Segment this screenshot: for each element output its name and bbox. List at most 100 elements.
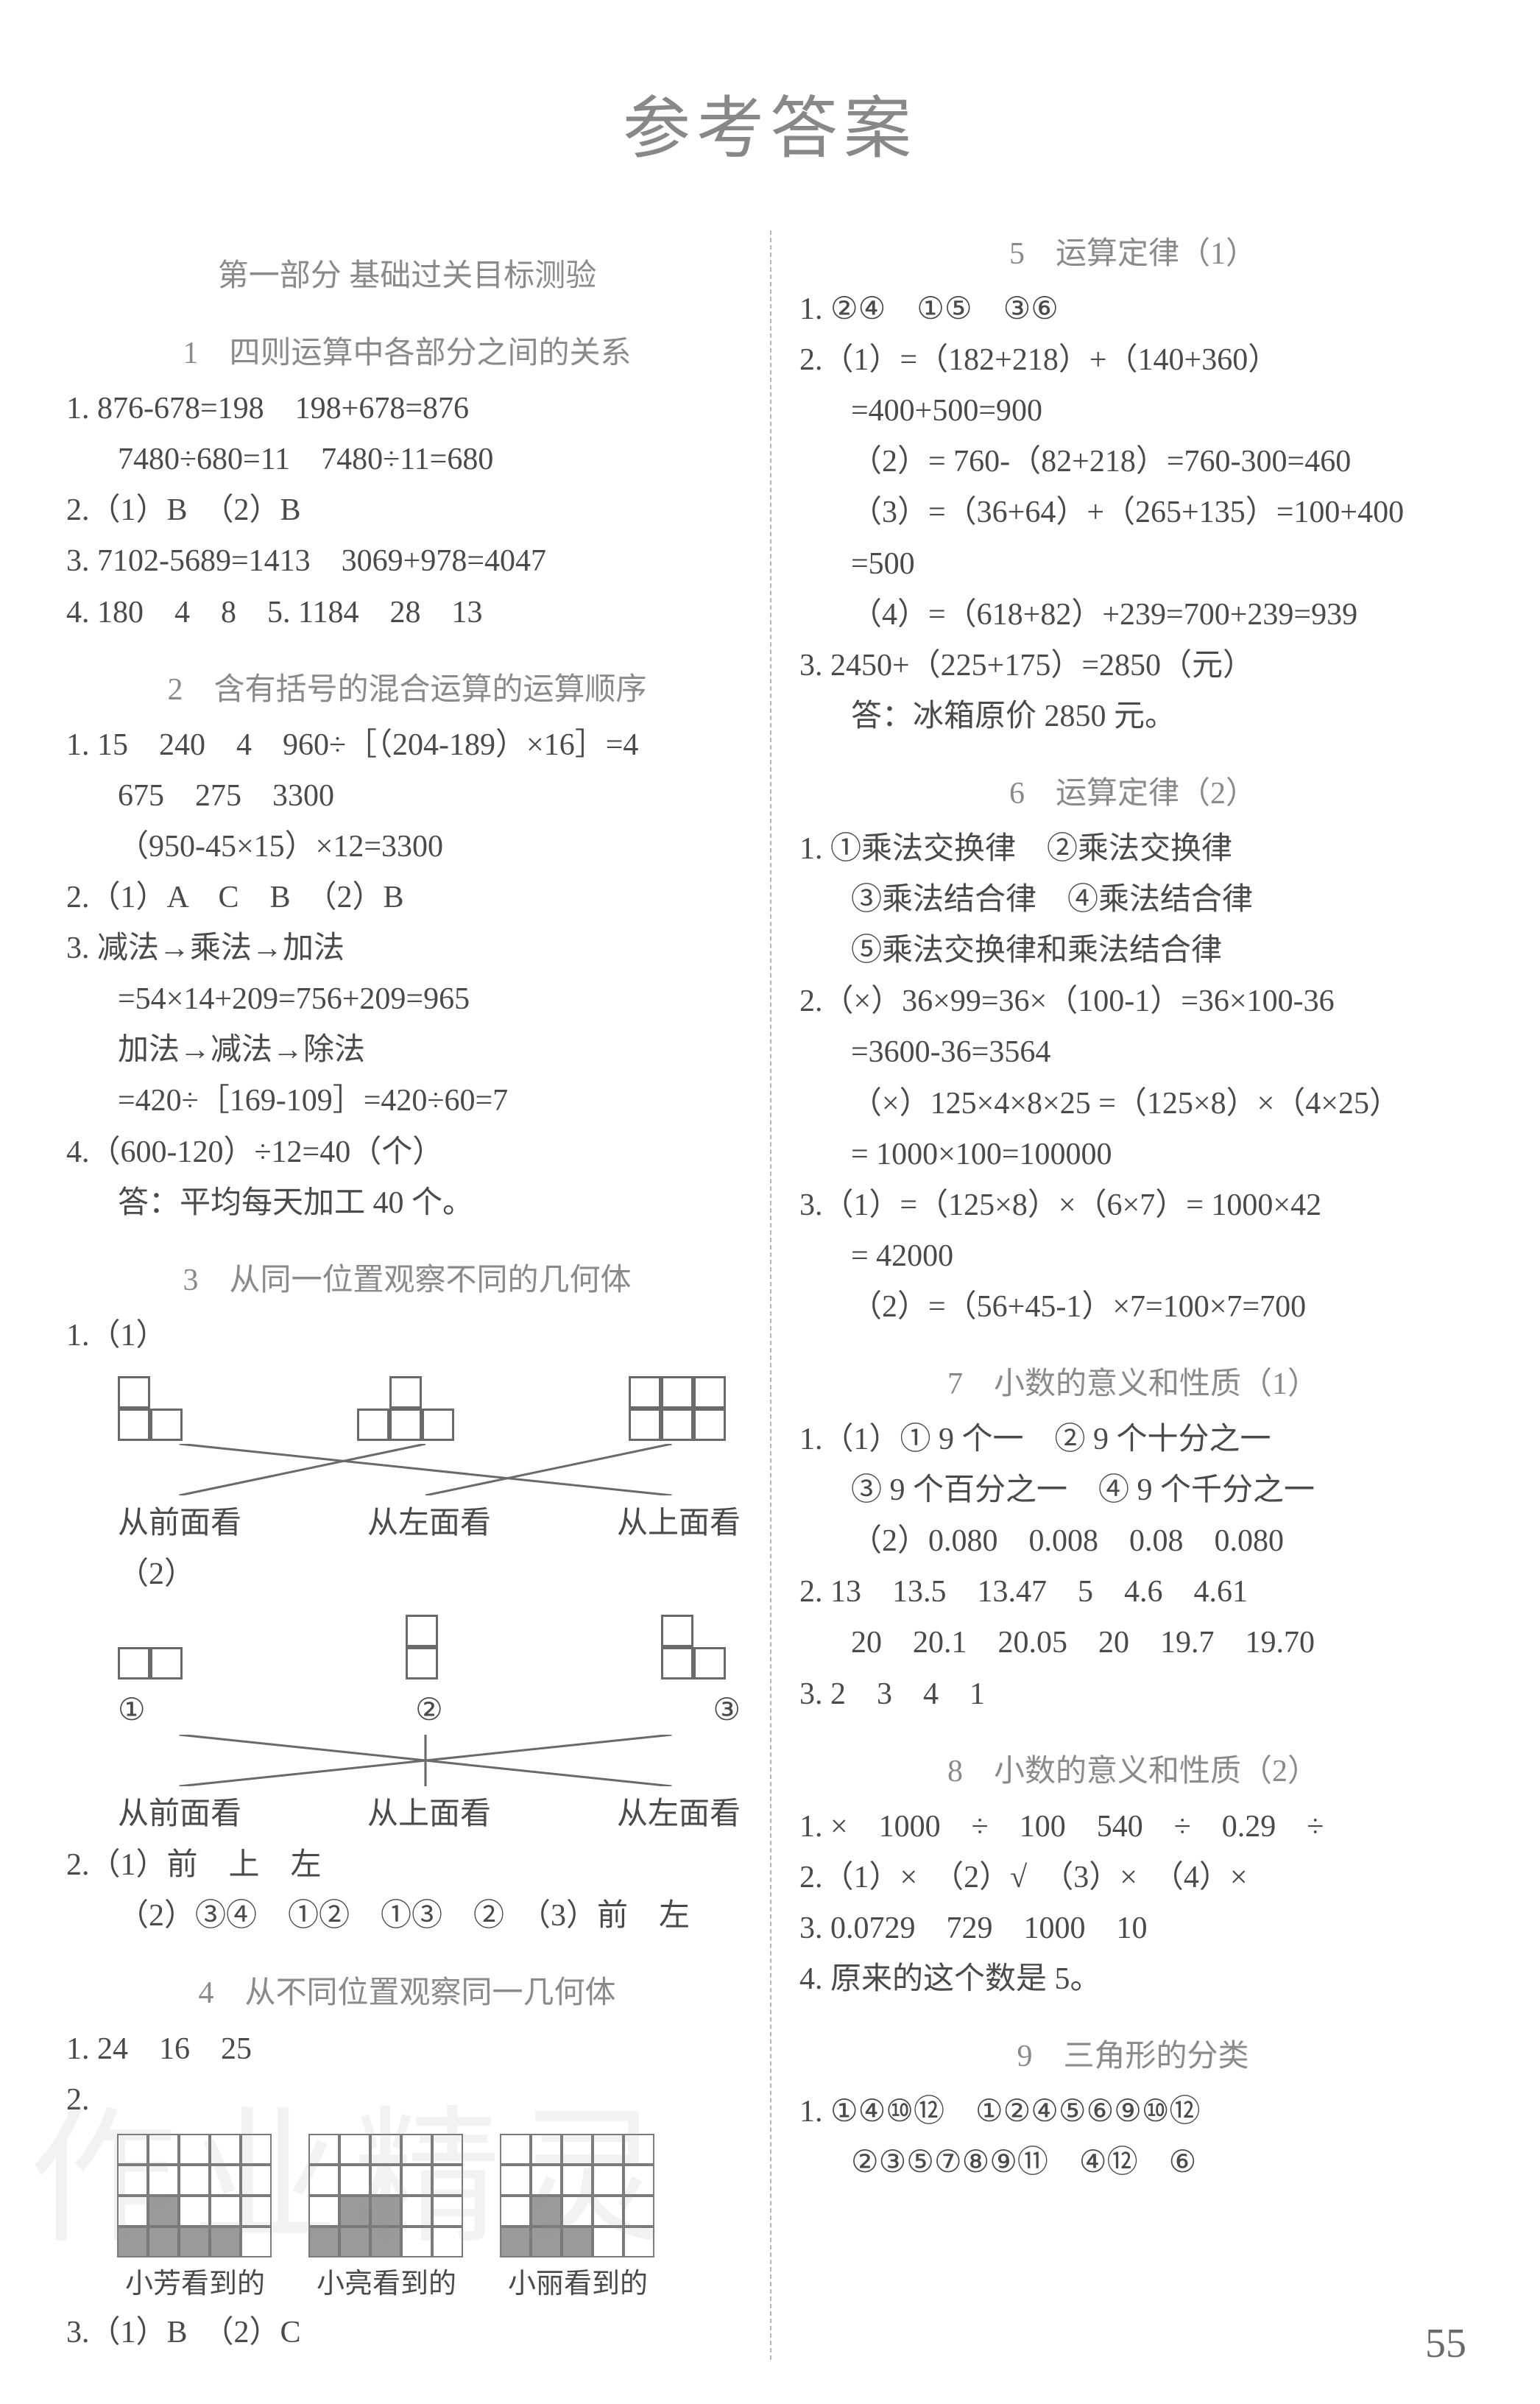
section-2-title: 2 含有括号的混合运算的运算顺序 [66, 666, 748, 714]
grid-1 [118, 2135, 272, 2258]
text-line: ⑤乘法交换律和乘法结合律 [799, 927, 1466, 975]
grid-cell [562, 2227, 593, 2257]
grid-cell [624, 2227, 654, 2257]
caption: 小芳看到的 [118, 2263, 272, 2306]
page-number: 55 [1425, 2320, 1466, 2367]
text-line: 1. 15 240 4 960÷［（204-189）×16］=4 [66, 722, 748, 769]
circ-labels: ① ② ③ [66, 1687, 748, 1735]
text-line: 3.（1）=（125×8）×（6×7）= 1000×42 [799, 1182, 1466, 1230]
grid-cell [117, 2165, 148, 2196]
text-line: 20 20.1 20.05 20 19.7 19.70 [799, 1619, 1466, 1667]
grid-cell [500, 2134, 531, 2165]
grid-cell [562, 2196, 593, 2227]
grid-cell [148, 2196, 179, 2227]
grid-cell [531, 2196, 562, 2227]
grid-cell [148, 2165, 179, 2196]
grid-cell [210, 2134, 241, 2165]
section-5-title: 5 运算定律（1） [799, 230, 1466, 278]
section-6-title: 6 运算定律（2） [799, 770, 1466, 818]
grid-cell [339, 2134, 370, 2165]
grid-cell [210, 2227, 241, 2257]
column-divider [770, 230, 771, 2360]
grid-cell [339, 2165, 370, 2196]
grid-cell [401, 2165, 432, 2196]
section-7-title: 7 小数的意义和性质（1） [799, 1361, 1466, 1409]
grid-cell [562, 2134, 593, 2165]
view-label: 从前面看 [118, 1500, 241, 1548]
shape-a [118, 1376, 183, 1441]
text-line: 2.（1）前 上 左 [66, 1841, 748, 1889]
shape-c [629, 1376, 726, 1441]
view-labels-2: 从前面看 从上面看 从左面看 [66, 1791, 748, 1839]
grid-cell [370, 2165, 401, 2196]
grid-cell [339, 2227, 370, 2257]
part-heading: 第一部分 基础过关目标测验 [66, 253, 748, 300]
text-line: （4）=（618+82）+239=700+239=939 [799, 591, 1466, 639]
text-line: 1.（1） [66, 1312, 748, 1360]
grid-cell [241, 2227, 272, 2257]
grid-cell [370, 2134, 401, 2165]
grid-cell [210, 2196, 241, 2227]
shape-row-2 [66, 1601, 748, 1682]
grid-cell [401, 2134, 432, 2165]
grid-2 [309, 2135, 464, 2258]
text-line: =420÷［169-109］=420÷60=7 [66, 1077, 748, 1125]
view-label: 从上面看 [367, 1791, 491, 1839]
text-line: 1. × 1000 ÷ 100 540 ÷ 0.29 ÷ [799, 1803, 1466, 1851]
grid-cell [593, 2134, 624, 2165]
grid-cell [117, 2196, 148, 2227]
text-line: 3. 减法→乘法→加法 [66, 925, 748, 973]
grid-cell [432, 2165, 463, 2196]
text-line: ②③⑤⑦⑧⑨⑪ ④⑫ ⑥ [799, 2139, 1466, 2187]
grid-captions: 小芳看到的 小亮看到的 小丽看到的 [66, 2263, 748, 2306]
text-line: = 1000×100=100000 [799, 1131, 1466, 1179]
text-line: 4. 原来的这个数是 5。 [799, 1956, 1466, 2003]
text-line: ③乘法结合律 ④乘法结合律 [799, 876, 1466, 924]
grid-cell [179, 2165, 210, 2196]
text-line: 3.（1）B （2）C [66, 2309, 748, 2357]
grid-cell [531, 2165, 562, 2196]
text-line: =400+500=900 [799, 387, 1466, 435]
grid-cell [148, 2227, 179, 2257]
section-1-title: 1 四则运算中各部分之间的关系 [66, 330, 748, 378]
caption: 小丽看到的 [501, 2263, 655, 2306]
grid-cell [179, 2134, 210, 2165]
text-line: 2.（1）=（182+218）+（140+360） [799, 336, 1466, 384]
grid-cell [500, 2227, 531, 2257]
grid-cell [593, 2227, 624, 2257]
grid-cell [624, 2196, 654, 2227]
circled-num: ② [415, 1687, 443, 1735]
right-column: 5 运算定律（1） 1. ②④ ①⑤ ③⑥ 2.（1）=（182+218）+（1… [770, 230, 1474, 2360]
grid-cell [241, 2196, 272, 2227]
text-line: 2.（×）36×99=36×（100-1）=36×100-36 [799, 978, 1466, 1026]
grid-cell [432, 2196, 463, 2227]
grid-cell [370, 2196, 401, 2227]
text-line: 3. 0.0729 729 1000 10 [799, 1905, 1466, 1953]
section-3-title: 3 从同一位置观察不同的几何体 [66, 1257, 748, 1305]
text-line: 2.（1）A C B （2）B [66, 874, 748, 922]
grid-row [66, 2135, 748, 2258]
text-line: 1.（1）① 9 个一 ② 9 个十分之一 [799, 1416, 1466, 1464]
text-line: 2. [66, 2076, 748, 2124]
text-line: （950-45×15）×12=3300 [66, 823, 748, 871]
matching-lines-1 [118, 1444, 733, 1495]
text-line: 4.（600-120）÷12=40（个） [66, 1129, 748, 1177]
content-columns: 第一部分 基础过关目标测验 1 四则运算中各部分之间的关系 1. 876-678… [66, 230, 1474, 2360]
grid-cell [531, 2227, 562, 2257]
grid-cell [500, 2196, 531, 2227]
text-line: 1. ②④ ①⑤ ③⑥ [799, 286, 1466, 334]
grid-cell [432, 2227, 463, 2257]
text-line: =54×14+209=756+209=965 [66, 976, 748, 1023]
grid-cell [117, 2227, 148, 2257]
grid-cell [593, 2196, 624, 2227]
text-line: 1. ①乘法交换律 ②乘法交换律 [799, 825, 1466, 873]
text-line: 3. 2450+（225+175）=2850（元） [799, 642, 1466, 690]
text-line: （2）③④ ①② ①③ ② （3）前 左 [66, 1892, 748, 1940]
shape-b [357, 1376, 454, 1441]
text-line: 675 275 3300 [66, 772, 748, 820]
text-line: =3600-36=3564 [799, 1029, 1466, 1076]
grid-cell [500, 2165, 531, 2196]
left-column: 第一部分 基础过关目标测验 1 四则运算中各部分之间的关系 1. 876-678… [66, 230, 770, 2360]
grid-cell [241, 2165, 272, 2196]
shape-e [406, 1615, 438, 1679]
